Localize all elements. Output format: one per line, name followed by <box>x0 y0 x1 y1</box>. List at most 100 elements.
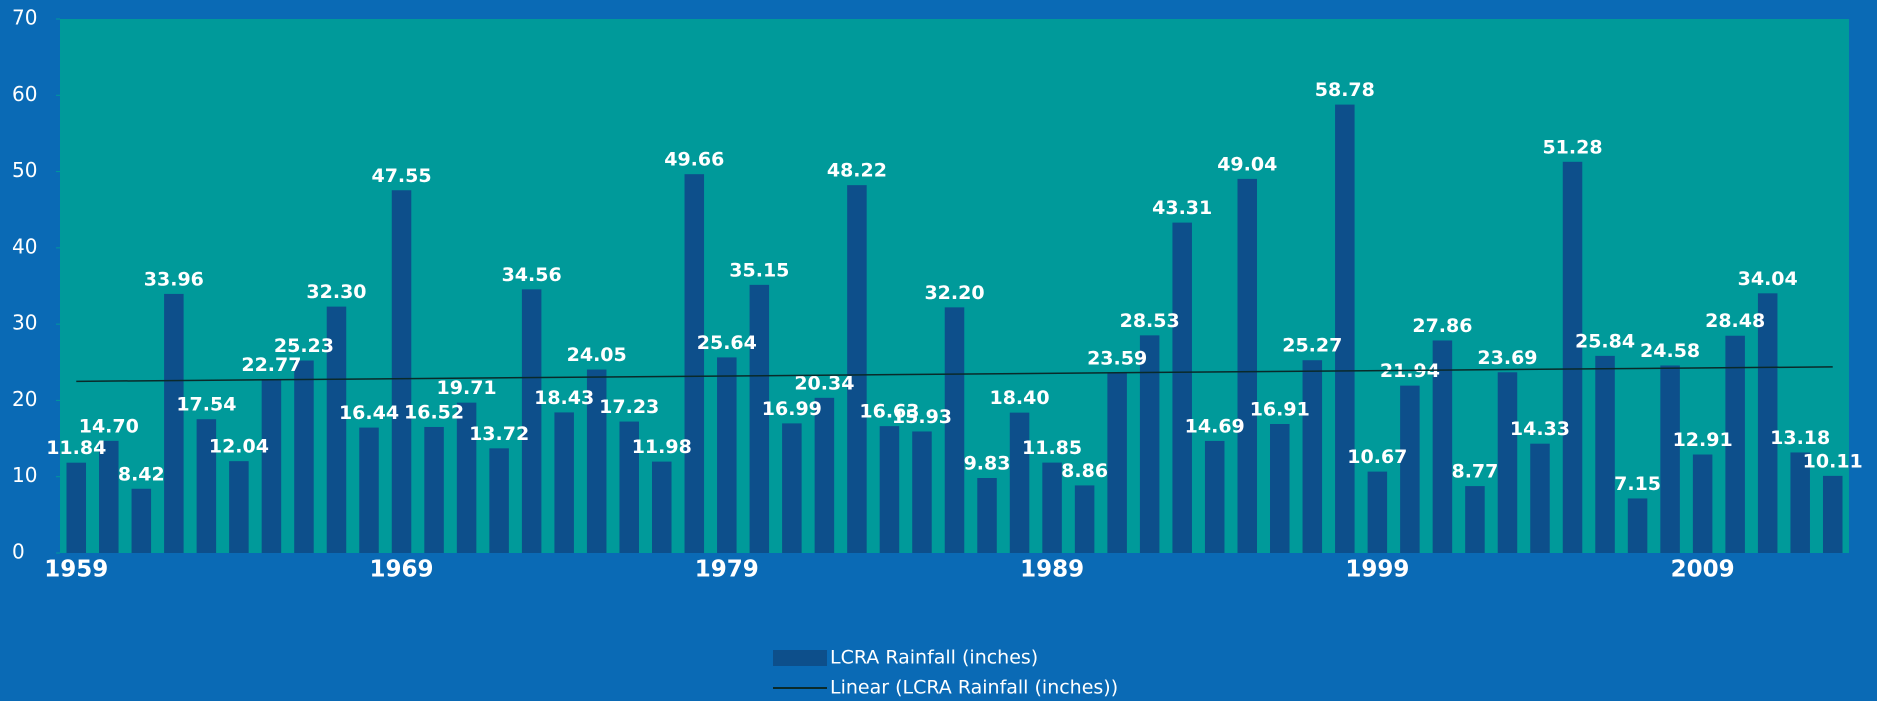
y-tick-label: 20 <box>12 387 37 411</box>
bar <box>880 426 900 553</box>
data-label: 14.69 <box>1185 415 1245 437</box>
bar <box>359 428 379 553</box>
data-label: 11.85 <box>1022 437 1082 459</box>
data-label: 22.77 <box>241 354 301 376</box>
data-label: 25.27 <box>1282 335 1342 357</box>
bar <box>392 190 412 553</box>
data-label: 48.22 <box>827 160 887 182</box>
data-label: 28.53 <box>1120 310 1180 332</box>
bar <box>132 489 152 553</box>
data-label: 9.83 <box>964 453 1011 475</box>
data-label: 18.43 <box>534 387 594 409</box>
data-label: 23.59 <box>1087 348 1147 370</box>
bar <box>1172 223 1192 553</box>
data-label: 8.77 <box>1451 461 1498 483</box>
bar <box>1693 455 1713 553</box>
data-label: 19.71 <box>437 377 497 399</box>
bar <box>1465 486 1485 553</box>
y-tick-label: 70 <box>12 6 37 30</box>
bar <box>1530 444 1550 553</box>
bar <box>489 448 509 553</box>
data-label: 12.04 <box>209 436 269 458</box>
bar <box>912 431 932 553</box>
x-tick-label: 1979 <box>695 557 759 583</box>
legend-label: Linear (LCRA Rainfall (inches)) <box>830 677 1118 699</box>
data-label: 18.40 <box>989 387 1049 409</box>
bar <box>1628 498 1648 553</box>
data-label: 43.31 <box>1152 197 1212 219</box>
bar <box>945 307 965 553</box>
data-label: 49.04 <box>1217 153 1277 175</box>
data-label: 14.33 <box>1510 418 1570 440</box>
data-label: 51.28 <box>1542 136 1602 158</box>
bar <box>1010 413 1030 553</box>
data-label: 13.72 <box>469 423 529 445</box>
data-label: 32.30 <box>306 281 366 303</box>
bar <box>229 461 249 553</box>
data-label: 10.11 <box>1803 450 1863 472</box>
data-label: 25.84 <box>1575 330 1635 352</box>
data-label: 16.91 <box>1250 399 1310 421</box>
bar <box>847 185 867 553</box>
bar <box>1075 485 1095 553</box>
data-label: 15.93 <box>892 406 952 428</box>
data-label: 17.23 <box>599 396 659 418</box>
data-label: 10.67 <box>1347 446 1407 468</box>
bar <box>1660 365 1680 553</box>
data-label: 32.20 <box>924 282 984 304</box>
bar <box>522 289 542 553</box>
data-label: 12.91 <box>1673 429 1733 451</box>
data-label: 58.78 <box>1315 79 1375 101</box>
bar <box>1042 463 1062 553</box>
data-label: 25.23 <box>274 335 334 357</box>
bar <box>782 423 802 553</box>
x-tick-label: 2009 <box>1671 557 1735 583</box>
bar <box>1498 372 1518 553</box>
data-label: 23.69 <box>1477 347 1537 369</box>
data-label: 35.15 <box>729 259 789 281</box>
bar <box>1237 179 1257 553</box>
y-tick-label: 60 <box>12 82 37 106</box>
bar <box>977 478 997 553</box>
data-label: 16.52 <box>404 401 464 423</box>
bar <box>1595 356 1615 553</box>
data-label: 11.84 <box>46 437 106 459</box>
bar <box>554 412 574 553</box>
y-tick-label: 10 <box>12 463 37 487</box>
bar <box>717 357 737 553</box>
bar <box>1335 105 1355 553</box>
bar <box>1758 293 1778 553</box>
bar <box>1368 472 1388 553</box>
x-tick-label: 1959 <box>44 557 108 583</box>
x-tick-label: 1989 <box>1020 557 1084 583</box>
bar <box>1823 476 1843 553</box>
bar <box>1205 441 1225 553</box>
bar <box>1270 424 1290 553</box>
data-label: 28.48 <box>1705 310 1765 332</box>
bar <box>262 379 282 553</box>
data-label: 17.54 <box>176 394 236 416</box>
y-tick-label: 50 <box>12 158 37 182</box>
y-tick-label: 0 <box>12 540 25 564</box>
data-label: 8.86 <box>1061 460 1108 482</box>
bar <box>294 361 314 553</box>
data-label: 14.70 <box>79 415 139 437</box>
bar <box>685 174 705 553</box>
bar <box>815 398 835 553</box>
data-label: 34.56 <box>502 264 562 286</box>
legend-swatch-bar <box>773 650 827 666</box>
y-tick-label: 30 <box>12 311 37 335</box>
bar <box>1303 360 1323 553</box>
bar <box>1400 386 1420 553</box>
data-label: 27.86 <box>1412 315 1472 337</box>
data-label: 16.44 <box>339 402 399 424</box>
data-label: 33.96 <box>144 268 204 290</box>
data-label: 7.15 <box>1614 473 1661 495</box>
data-label: 8.42 <box>118 463 165 485</box>
bar <box>652 462 672 553</box>
data-label: 24.58 <box>1640 340 1700 362</box>
bar <box>1107 373 1127 553</box>
bar <box>1563 162 1583 553</box>
data-label: 16.99 <box>762 398 822 420</box>
data-label: 24.05 <box>567 344 627 366</box>
